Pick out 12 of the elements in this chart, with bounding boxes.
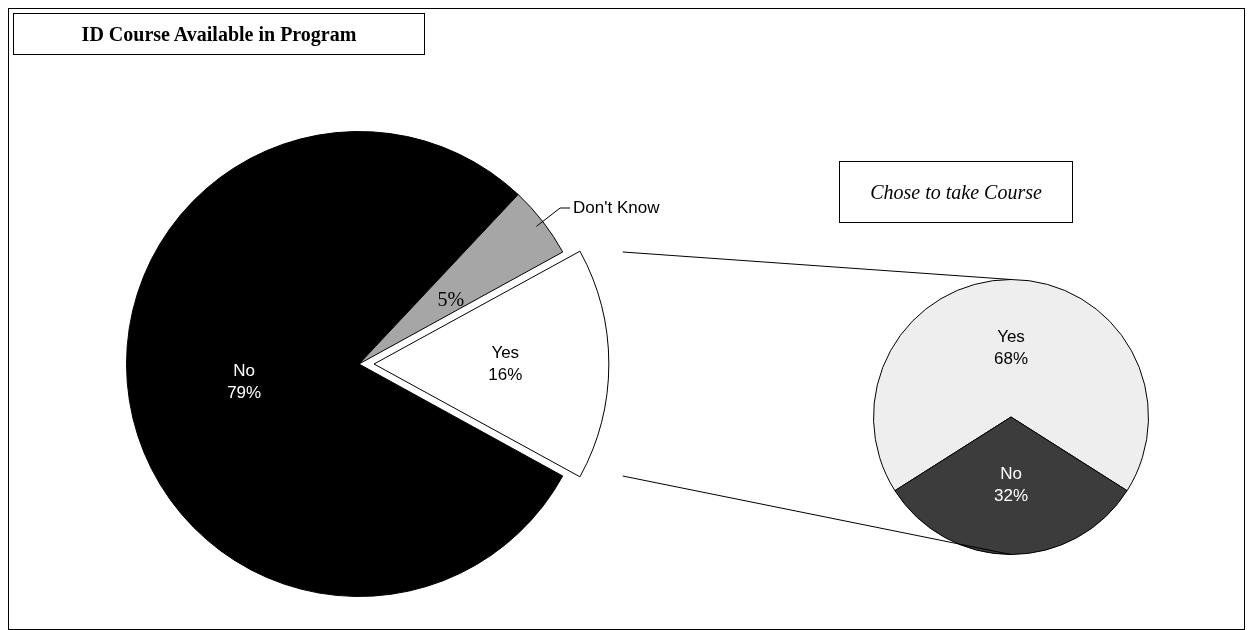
data-label: 68% [993,348,1029,368]
data-label: 32% [993,486,1029,506]
slice-label: Yes [491,342,520,362]
data-label: 16% [488,364,523,384]
chart-title: Chose to take Course [839,161,1073,223]
data-label: 5% [437,288,465,310]
slice-label: Don't Know [573,197,661,217]
slice-label: No [233,360,256,380]
slice-label: No [1000,464,1022,484]
chart-title: ID Course Available in Program [13,13,425,55]
data-label: 79% [227,382,262,402]
slice-label: Yes [997,326,1025,346]
